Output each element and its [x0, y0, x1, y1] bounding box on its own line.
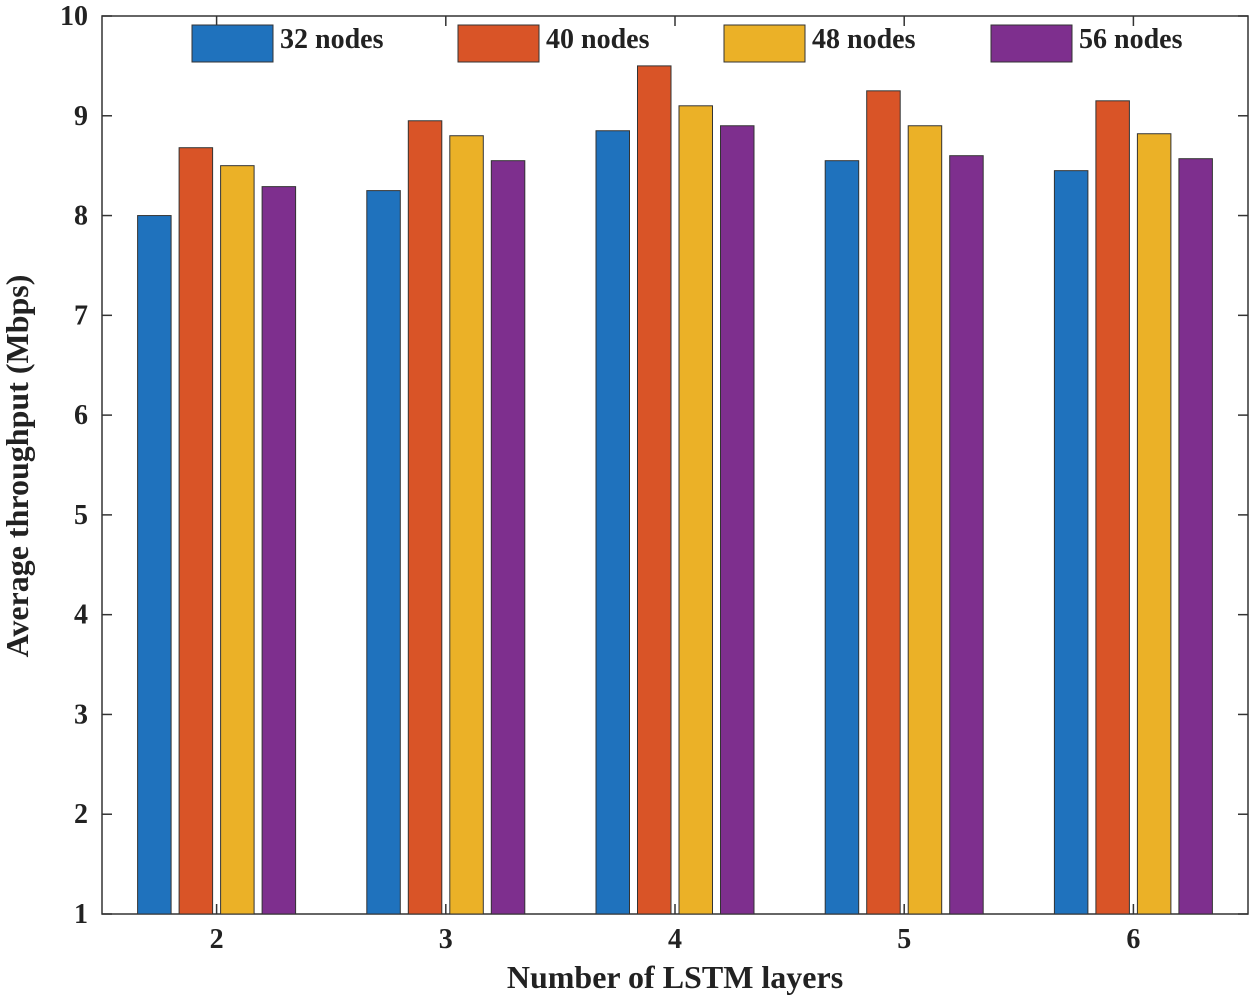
y-tick-label: 2	[74, 799, 88, 830]
y-tick-label: 7	[74, 300, 88, 331]
bar-40-nodes-3	[407, 120, 443, 915]
bars-group	[137, 65, 1213, 915]
x-tick-label: 4	[668, 924, 682, 955]
x-tick-label: 5	[897, 924, 911, 955]
y-tick-label: 10	[60, 1, 88, 32]
x-axis-ticks: 2 3 4 5 6	[210, 16, 1140, 955]
y-axis-ticks: 1 2 3 4 5 6 7 8 9 10	[60, 1, 1248, 930]
bar-56-nodes-4	[720, 125, 755, 915]
y-tick-label: 3	[74, 699, 88, 730]
bar-48-nodes-6	[1136, 133, 1172, 915]
y-tick-label: 5	[74, 500, 88, 531]
legend-swatch	[990, 24, 1073, 63]
y-tick-label: 4	[74, 600, 88, 631]
bar-56-nodes-3	[490, 160, 526, 915]
bar-48-nodes-2	[220, 165, 255, 915]
y-tick-label: 6	[74, 400, 88, 431]
x-tick-label: 3	[439, 924, 453, 955]
y-axis-title: Average throughput (Mbps)	[0, 275, 35, 658]
bar-40-nodes-4	[637, 65, 672, 915]
bar-48-nodes-4	[678, 105, 713, 915]
legend-label: 56 nodes	[1079, 24, 1183, 55]
legend-swatch	[723, 24, 806, 63]
y-tick-label: 9	[74, 101, 88, 132]
legend-swatch	[457, 24, 540, 63]
legend-swatch	[191, 24, 274, 63]
legend-label: 40 nodes	[546, 24, 650, 55]
bar-32-nodes-4	[595, 130, 630, 915]
bar-32-nodes-2	[137, 215, 172, 915]
legend-label: 32 nodes	[280, 24, 384, 55]
bar-40-nodes-5	[866, 90, 901, 915]
x-tick-label: 2	[210, 924, 224, 955]
x-axis-title: Number of LSTM layers	[507, 959, 843, 995]
bar-32-nodes-3	[366, 190, 401, 915]
bar-48-nodes-3	[449, 135, 484, 915]
bar-40-nodes-2	[178, 147, 214, 915]
legend: 32 nodes 40 nodes 48 nodes 56 nodes	[191, 24, 1183, 63]
legend-label: 48 nodes	[812, 24, 916, 55]
bar-32-nodes-5	[824, 160, 860, 915]
bar-56-nodes-2	[261, 186, 297, 915]
y-tick-label: 8	[74, 201, 88, 232]
bar-32-nodes-6	[1053, 170, 1089, 915]
x-tick-label: 6	[1126, 924, 1140, 955]
bar-56-nodes-5	[949, 155, 984, 915]
bar-40-nodes-6	[1095, 100, 1130, 915]
bar-56-nodes-6	[1178, 158, 1213, 915]
bar-48-nodes-5	[907, 125, 943, 915]
y-tick-label: 1	[74, 899, 88, 930]
